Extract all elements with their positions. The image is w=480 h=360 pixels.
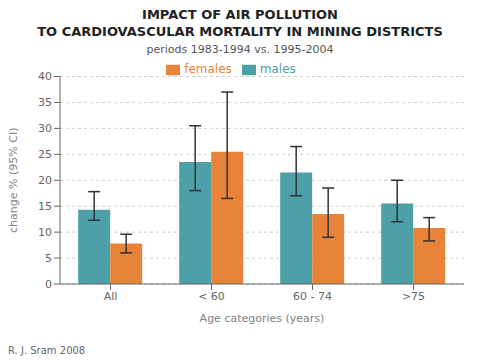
svg-text:All: All (104, 290, 118, 303)
html-text:TO CARDIOVASCULAR MORTALITY IN: TO CARDIOVASCULAR MORTALITY IN MINING DI… (37, 24, 443, 39)
svg-text:20: 20 (38, 174, 52, 187)
svg-text:>75: >75 (402, 290, 425, 303)
html-text:females: females (184, 62, 232, 76)
svg-text:30: 30 (38, 122, 52, 135)
html-text:IMPACT OF AIR POLLUTION: IMPACT OF AIR POLLUTION (142, 7, 338, 22)
svg-text:10: 10 (38, 226, 52, 239)
svg-text:change % (95% CI): change % (95% CI) (8, 128, 20, 233)
html-text:R. J. Sram 2008: R. J. Sram 2008 (8, 345, 86, 356)
svg-text:25: 25 (38, 148, 52, 161)
svg-text:Age categories (years): Age categories (years) (200, 312, 325, 325)
svg-text:< 60: < 60 (198, 290, 225, 303)
svg-text:15: 15 (38, 200, 52, 213)
svg-text:0: 0 (45, 278, 52, 291)
svg-text:60 - 74: 60 - 74 (293, 290, 332, 303)
html-text:periods 1983-1994 vs. 1995-200: periods 1983-1994 vs. 1995-2004 (146, 43, 334, 56)
svg-text:5: 5 (45, 252, 52, 265)
svg-text:40: 40 (38, 70, 52, 83)
svg-text:35: 35 (38, 96, 52, 109)
html-text:males: males (259, 62, 296, 76)
